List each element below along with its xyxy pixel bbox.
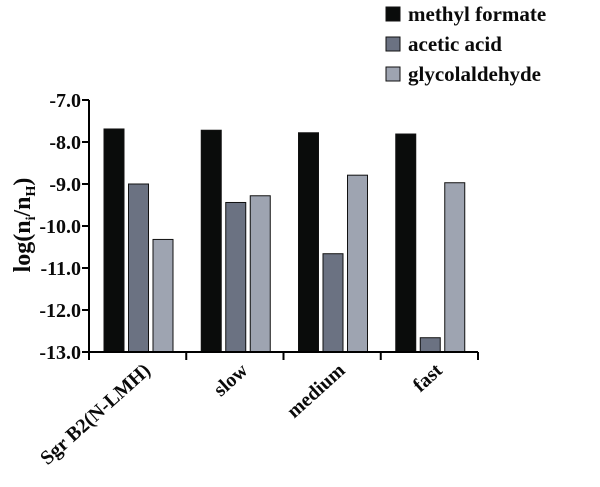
bar-glycolaldehyde: [444, 182, 466, 353]
legend: methyl formate acetic acid glycolaldehyde: [385, 2, 546, 86]
bar-acetic-acid: [225, 201, 247, 353]
legend-label: methyl formate: [408, 2, 546, 26]
bar-methyl-formate: [200, 129, 222, 353]
bar-acetic-acid: [419, 337, 441, 353]
bar-methyl-formate: [395, 133, 417, 353]
bar-glycolaldehyde: [347, 174, 368, 353]
bar-acetic-acid: [128, 183, 149, 353]
legend-label: glycolaldehyde: [408, 62, 541, 86]
legend-swatch: [385, 6, 401, 22]
y-tick-label: -7.0: [49, 90, 81, 112]
legend-swatch: [385, 36, 401, 52]
legend-label: acetic acid: [408, 32, 502, 56]
x-tick-label: fast: [409, 359, 447, 396]
y-tick-label: -10.0: [39, 216, 81, 238]
y-tick-label: -9.0: [49, 174, 81, 196]
bars: [103, 128, 466, 353]
y-tick-label: -11.0: [40, 258, 81, 280]
x-tick-label: Sgr B2(N-LMH): [36, 359, 155, 469]
bar-methyl-formate: [103, 128, 125, 353]
x-tick-label: slow: [209, 359, 252, 401]
y-tick-label: -8.0: [49, 132, 81, 154]
x-tick-label: medium: [283, 359, 350, 422]
bar-glycolaldehyde: [152, 238, 174, 353]
legend-swatch: [385, 66, 401, 82]
y-tick-label: -12.0: [39, 300, 81, 322]
y-axis-label: log(ni/nH): [10, 178, 39, 273]
bar-acetic-acid: [322, 253, 344, 353]
y-tick-label: -13.0: [39, 342, 81, 364]
bar-glycolaldehyde: [249, 195, 271, 353]
bar-methyl-formate: [298, 132, 319, 353]
